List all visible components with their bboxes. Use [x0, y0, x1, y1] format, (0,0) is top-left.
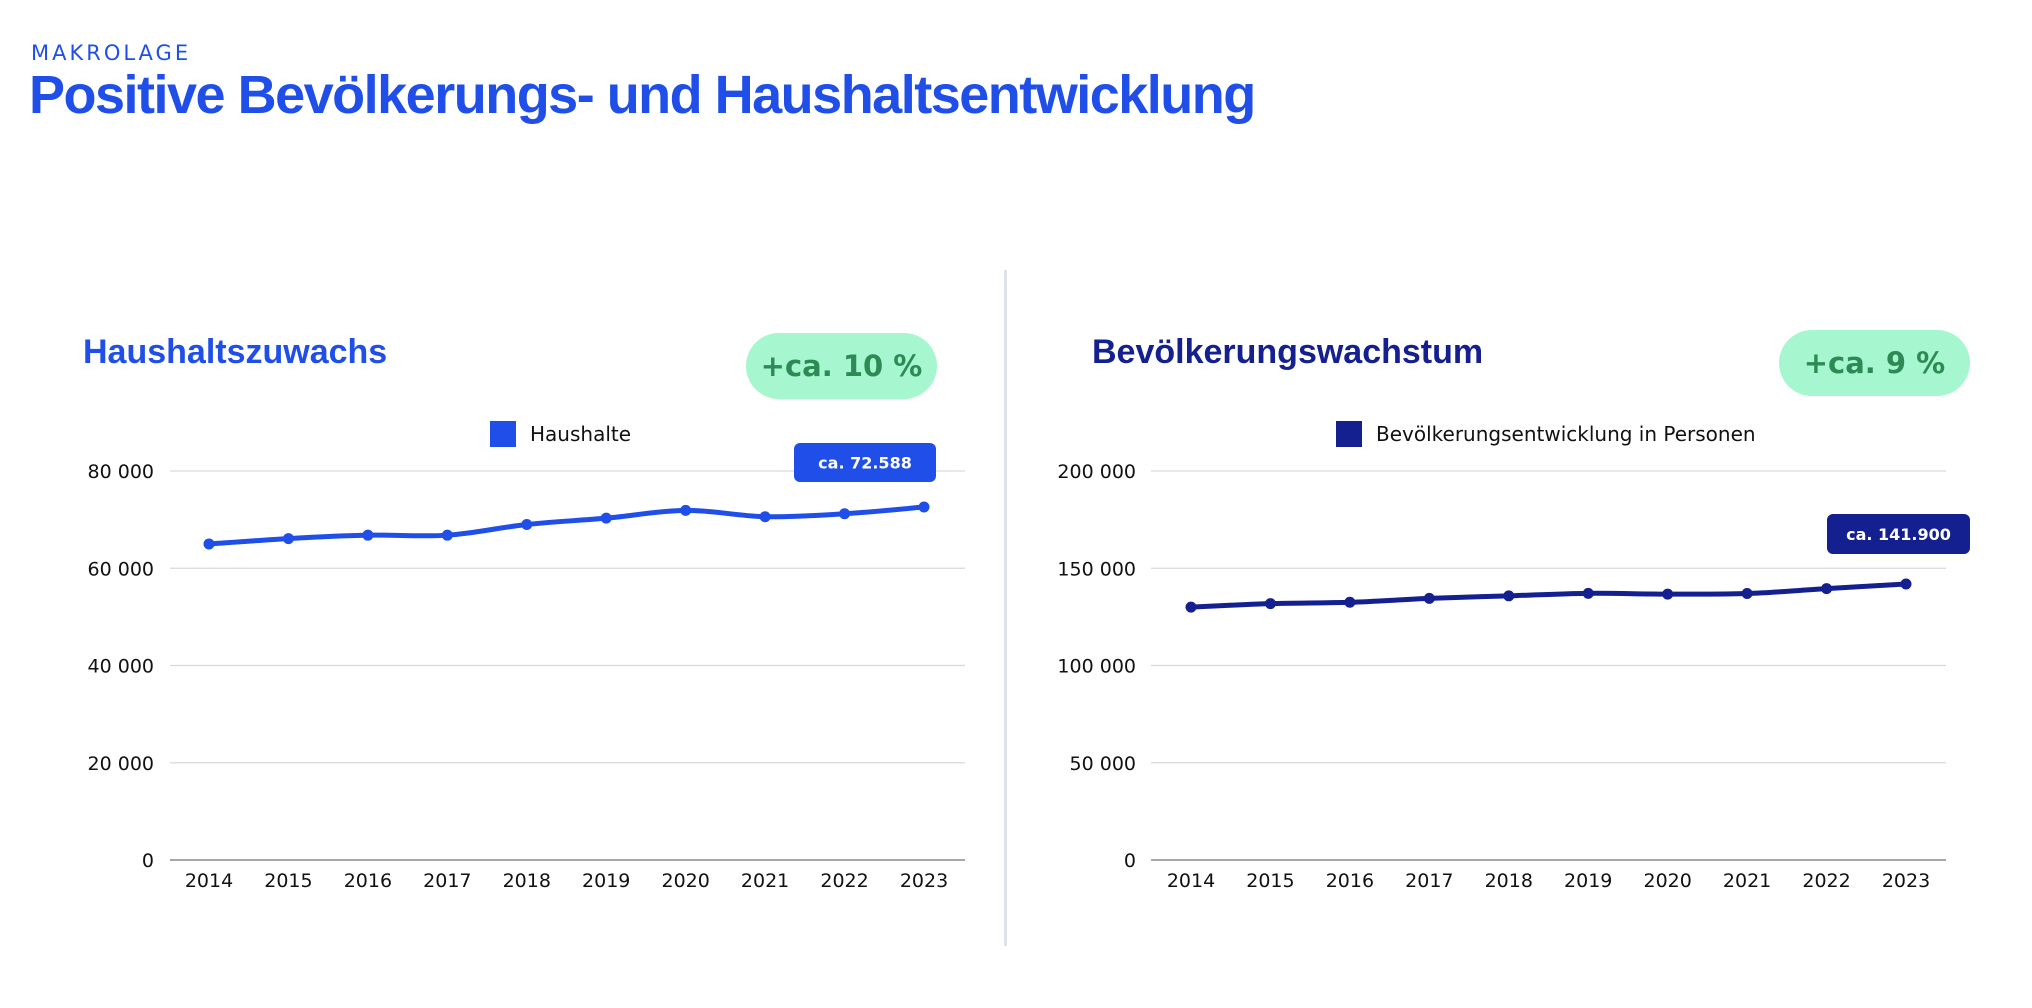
legend-swatch: [490, 421, 516, 447]
section-kicker: MAKROLAGE: [31, 41, 192, 65]
x-tick-label: 2019: [582, 870, 630, 892]
x-tick-label: 2017: [423, 870, 471, 892]
legend-label: Bevölkerungsentwicklung in Personen: [1376, 422, 1756, 446]
data-point: [521, 518, 533, 530]
data-point: [680, 504, 692, 516]
x-tick-label: 2014: [1167, 870, 1215, 892]
x-tick-label: 2021: [1723, 870, 1771, 892]
data-point: [759, 511, 771, 523]
data-point: [1900, 578, 1912, 590]
growth-badge: [1779, 330, 1970, 396]
data-point: [1662, 588, 1674, 600]
data-point: [1741, 588, 1753, 600]
y-tick-label: 40 000: [88, 656, 154, 678]
growth-badge: [746, 333, 937, 399]
data-point: [203, 538, 215, 550]
x-tick-label: 2014: [185, 870, 233, 892]
x-tick-label: 2019: [1564, 870, 1612, 892]
x-tick-label: 2015: [1246, 870, 1294, 892]
data-point: [1344, 596, 1356, 608]
data-point: [839, 508, 851, 520]
y-tick-label: 150 000: [1057, 558, 1136, 580]
y-tick-label: 0: [142, 850, 154, 872]
x-tick-label: 2015: [264, 870, 312, 892]
x-tick-label: 2016: [344, 870, 392, 892]
data-point: [1423, 592, 1435, 604]
data-point: [1821, 583, 1833, 595]
y-tick-label: 100 000: [1057, 656, 1136, 678]
x-tick-label: 2020: [1643, 870, 1691, 892]
growth-badge-label: +ca. 10 %: [761, 349, 923, 383]
y-tick-label: 0: [1124, 850, 1136, 872]
y-tick-label: 200 000: [1057, 461, 1136, 483]
y-tick-label: 60 000: [88, 558, 154, 580]
chart-1: Haushaltszuwachs +ca. 10 % Haushalte 0 20 00…: [83, 333, 965, 892]
data-point: [1185, 601, 1197, 613]
x-tick-label: 2020: [661, 870, 709, 892]
y-tick-label: 80 000: [88, 461, 154, 483]
data-point: [1264, 598, 1276, 610]
y-tick-label: 50 000: [1070, 753, 1136, 775]
value-callout-label: ca. 72.588: [818, 454, 912, 473]
x-tick-label: 2023: [900, 870, 948, 892]
series-line: [206, 504, 927, 547]
x-tick-label: 2017: [1405, 870, 1453, 892]
x-tick-label: 2018: [503, 870, 551, 892]
x-tick-label: 2022: [1802, 870, 1850, 892]
data-point: [600, 512, 612, 524]
x-tick-label: 2021: [741, 870, 789, 892]
chart-title: Haushaltszuwachs: [83, 333, 387, 371]
data-point: [362, 529, 374, 541]
data-point: [1503, 590, 1515, 602]
x-tick-label: 2022: [820, 870, 868, 892]
x-tick-label: 2016: [1326, 870, 1374, 892]
value-callout: [794, 443, 936, 482]
data-point: [441, 529, 453, 541]
data-point: [1582, 587, 1594, 599]
data-point: [282, 533, 294, 545]
data-point: [918, 501, 930, 513]
value-callout-label: ca. 141.900: [1846, 525, 1951, 544]
series-line: [1188, 581, 1909, 610]
chart-title: Bevölkerungswachstum: [1092, 333, 1483, 371]
growth-badge-label: +ca. 9 %: [1804, 346, 1946, 380]
legend-label: Haushalte: [530, 422, 631, 446]
chart-2: Bevölkerungswachstum +ca. 9 % Bevölkerungs…: [1057, 330, 1970, 892]
panel-divider: [1004, 270, 1007, 946]
legend-swatch: [1336, 421, 1362, 447]
y-tick-label: 20 000: [88, 753, 154, 775]
x-tick-label: 2023: [1882, 870, 1930, 892]
value-callout: [1827, 514, 1970, 554]
page-title: Positive Bevölkerungs- und Haushaltsentw…: [29, 65, 1256, 125]
x-tick-label: 2018: [1485, 870, 1533, 892]
